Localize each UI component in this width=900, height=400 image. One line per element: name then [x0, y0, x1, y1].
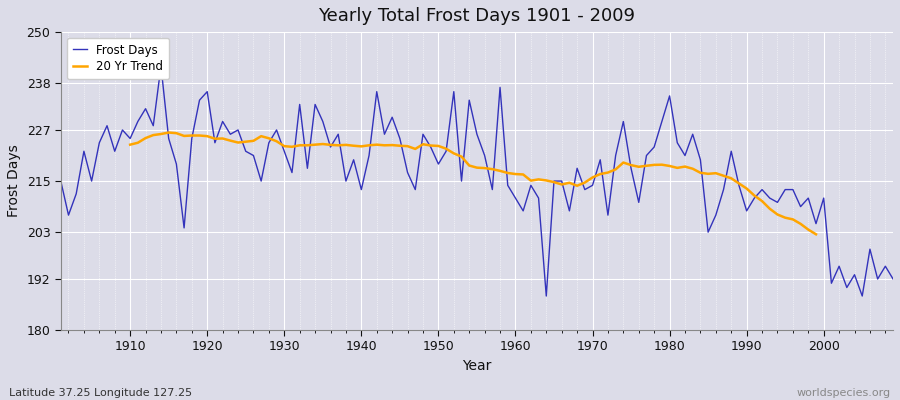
Title: Yearly Total Frost Days 1901 - 2009: Yearly Total Frost Days 1901 - 2009: [319, 7, 635, 25]
Frost Days: [117, 128, 128, 132]
20 Yr Trend: [340, 142, 351, 147]
20 Yr Trend: [610, 167, 621, 172]
20 Yr Trend: [163, 130, 174, 135]
Frost Days: [340, 179, 351, 184]
20 Yr Trend: [703, 172, 714, 176]
20 Yr Trend: [788, 217, 798, 222]
Frost Days: [618, 119, 629, 124]
Frost Days: [56, 179, 67, 184]
X-axis label: Year: Year: [463, 359, 491, 373]
Line: 20 Yr Trend: 20 Yr Trend: [130, 132, 816, 234]
Y-axis label: Frost Days: Frost Days: [7, 145, 21, 218]
20 Yr Trend: [125, 142, 136, 147]
20 Yr Trend: [811, 232, 822, 237]
Text: worldspecies.org: worldspecies.org: [796, 388, 891, 398]
20 Yr Trend: [718, 173, 729, 178]
Frost Days: [887, 276, 898, 281]
Frost Days: [541, 294, 552, 298]
Line: Frost Days: Frost Days: [61, 66, 893, 296]
20 Yr Trend: [225, 138, 236, 143]
Frost Days: [294, 102, 305, 107]
Frost Days: [156, 64, 166, 68]
Text: Latitude 37.25 Longitude 127.25: Latitude 37.25 Longitude 127.25: [9, 388, 192, 398]
Frost Days: [518, 208, 528, 213]
Legend: Frost Days, 20 Yr Trend: Frost Days, 20 Yr Trend: [67, 38, 169, 79]
Frost Days: [510, 196, 521, 200]
